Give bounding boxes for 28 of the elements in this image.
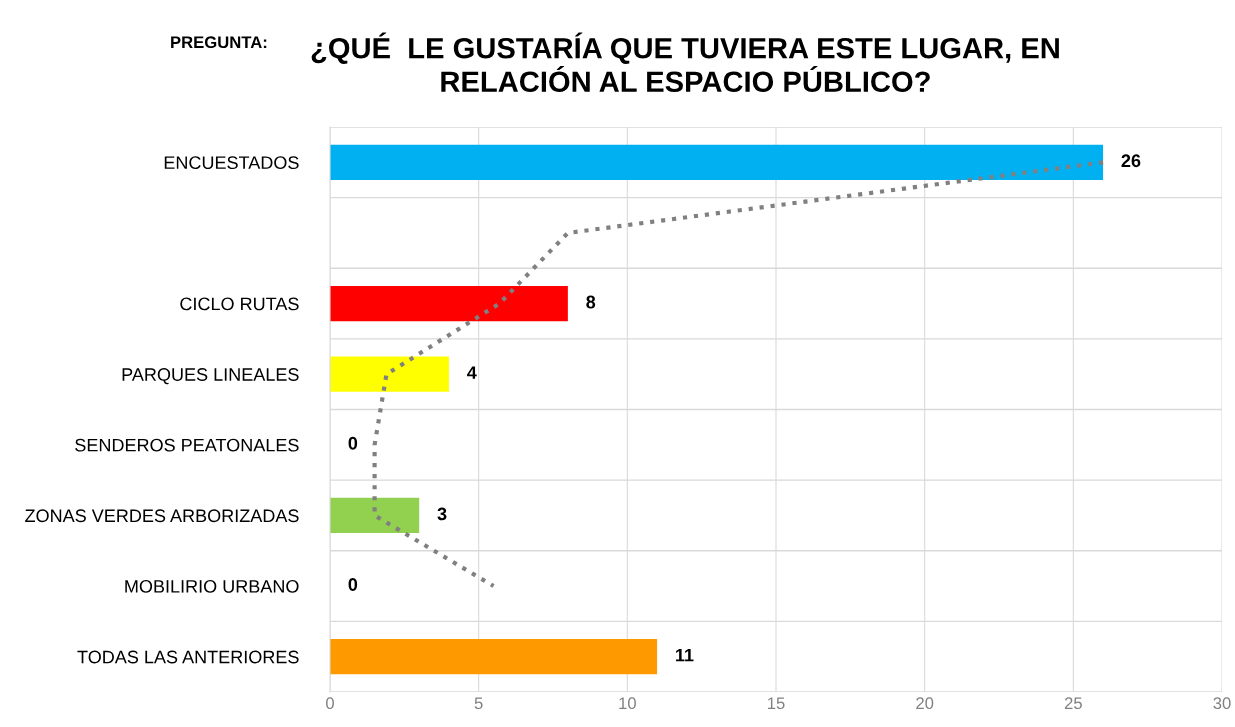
data-label: 8 xyxy=(586,295,596,309)
bar xyxy=(330,285,568,322)
data-label: 0 xyxy=(348,436,358,450)
x-tick-label: 30 xyxy=(1213,697,1231,710)
data-label: 26 xyxy=(1121,154,1141,168)
data-label: 4 xyxy=(467,366,477,379)
x-tick-label: 0 xyxy=(326,697,334,710)
chart-title: ¿QUÉ LE GUSTARÍA QUE TUVIERA ESTE LUGAR, EN RELACIÓN AL ESPACIO PÚBLICO? xyxy=(311,32,1059,93)
y-tick-label: CICLO RUTAS xyxy=(180,297,299,311)
y-tick-label: ZONAS VERDES ARBORIZADAS xyxy=(25,509,299,523)
y-tick-label: TODAS LAS ANTERIORES xyxy=(77,650,299,664)
x-tick-label: 5 xyxy=(474,697,483,710)
x-tick-label: 20 xyxy=(916,697,934,710)
data-label: 0 xyxy=(348,578,358,591)
bar xyxy=(330,356,449,392)
x-tick-label: 10 xyxy=(619,697,636,710)
x-tick-label: 15 xyxy=(768,697,785,710)
bar xyxy=(330,144,1104,180)
y-tick-label: ENCUESTADOS xyxy=(164,156,299,170)
data-label: 3 xyxy=(437,507,447,521)
y-tick-label: PARQUES LINEALES xyxy=(122,368,299,385)
data-label: 11 xyxy=(676,648,694,662)
bar xyxy=(330,497,420,534)
bar xyxy=(330,639,658,675)
text: PREGUNTA: xyxy=(171,36,267,49)
x-tick-label: 25 xyxy=(1064,697,1082,710)
y-tick-label: MOBILIRIO URBANO xyxy=(125,580,299,593)
y-tick-label: SENDEROS PEATONALES xyxy=(75,438,299,452)
